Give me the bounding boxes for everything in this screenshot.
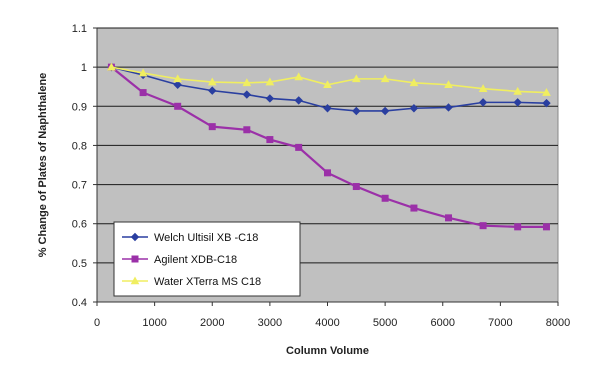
data-point-1-13 (514, 223, 522, 231)
y-axis-ticks: 0.4 0.5 0.6 0.7 0.8 0.9 1 1.1 (72, 23, 97, 309)
data-point-1-12 (479, 222, 487, 230)
data-point-0-13 (513, 98, 522, 107)
legend-marker-1 (131, 255, 139, 263)
data-point-2-4 (242, 78, 252, 87)
x-tick-label-0: 0 (94, 317, 100, 329)
data-point-2-9 (380, 74, 390, 83)
data-point-0-8 (352, 106, 361, 116)
x-tick-label-6: 6000 (431, 317, 455, 329)
data-point-2-6 (294, 72, 304, 81)
data-point-2-5 (265, 77, 275, 86)
data-point-0-5 (265, 94, 275, 103)
y-tick-label-7: 1.1 (72, 23, 87, 35)
data-point-0-9 (380, 106, 390, 116)
data-point-1-8 (352, 183, 360, 191)
x-tick-label-4: 4000 (315, 317, 339, 329)
y-tick-label-5: 0.9 (72, 101, 87, 113)
data-point-2-11 (444, 80, 453, 89)
data-point-1-3 (208, 123, 216, 131)
data-point-2-0 (107, 62, 116, 71)
data-point-0-10 (409, 104, 419, 113)
data-point-0-14 (542, 98, 551, 108)
data-point-2-3 (207, 77, 217, 86)
x-tick-label-1: 1000 (142, 317, 166, 329)
legend: Welch Ultisil XB -C18 Agilent XDB-C18 Wate… (113, 221, 301, 297)
data-point-2-13 (513, 86, 523, 95)
y-tick-label-4: 0.8 (72, 140, 87, 152)
data-point-0-6 (294, 96, 303, 105)
data-point-0-3 (208, 86, 217, 95)
data-point-2-14 (542, 88, 551, 96)
data-point-1-4 (243, 126, 251, 134)
data-point-1-6 (295, 143, 303, 151)
y-tick-label-2: 0.6 (72, 219, 87, 231)
data-point-1-11 (445, 214, 453, 222)
x-axis-ticks: 0 1000 2000 3000 4000 5000 6000 7000 8000 (94, 302, 570, 329)
data-point-2-12 (478, 84, 488, 92)
series-layer (107, 62, 551, 231)
data-point-1-5 (266, 136, 274, 144)
data-point-1-7 (324, 169, 331, 177)
x-tick-label-5: 5000 (373, 317, 397, 329)
data-point-1-10 (410, 204, 418, 212)
y-tick-label-0: 0.4 (72, 297, 87, 309)
data-point-1-14 (542, 223, 550, 231)
legend-label-1: Agilent XDB-C18 (154, 254, 237, 266)
data-point-0-4 (242, 90, 252, 99)
data-point-0-12 (478, 98, 488, 107)
y-tick-label-6: 1 (81, 62, 87, 74)
legend-label-2: Water XTerra MS C18 (154, 276, 261, 288)
data-point-2-7 (323, 80, 332, 89)
series-2 (107, 62, 551, 96)
legend-marker-2 (130, 276, 140, 285)
x-tick-label-3: 3000 (258, 317, 282, 329)
y-tick-label-3: 0.7 (72, 180, 87, 192)
data-point-2-8 (351, 74, 361, 83)
data-point-1-2 (174, 102, 182, 110)
legend-marker-0 (130, 232, 140, 242)
y-axis-title: % Change of Plates of Naphthalene (37, 73, 49, 258)
x-tick-label-8: 8000 (546, 317, 570, 329)
data-point-0-11 (444, 103, 453, 112)
legend-label-0: Welch Ultisil XB -C18 (154, 232, 258, 244)
data-point-0-2 (173, 80, 182, 89)
y-tick-label-1: 0.5 (72, 258, 87, 270)
data-point-1-1 (139, 89, 147, 97)
x-axis-title: Column Volume (286, 345, 369, 357)
data-point-1-9 (381, 194, 389, 202)
data-point-2-2 (173, 74, 183, 83)
data-point-0-7 (323, 104, 332, 113)
data-point-2-1 (138, 68, 148, 77)
x-tick-label-7: 7000 (488, 317, 512, 329)
data-point-2-10 (409, 78, 419, 87)
x-tick-label-2: 2000 (200, 317, 224, 329)
